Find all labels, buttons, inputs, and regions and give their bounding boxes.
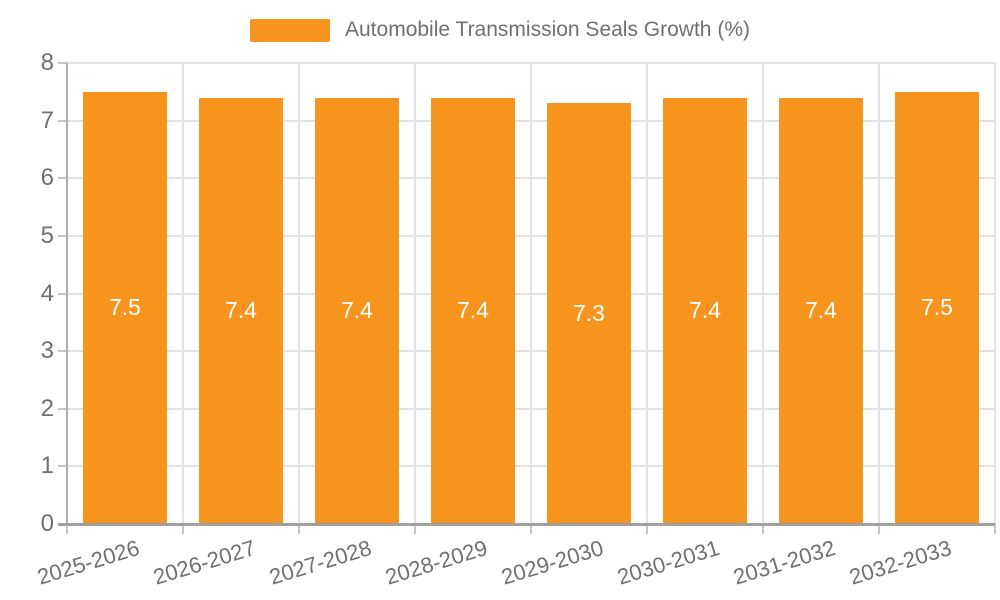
y-tick-mark	[58, 292, 67, 295]
x-tick-mark	[66, 524, 68, 534]
x-tick-mark	[762, 524, 764, 534]
y-tick-label: 7	[40, 106, 54, 134]
bar[interactable]: 7.4	[315, 97, 399, 524]
x-axis-line	[58, 523, 995, 526]
bar[interactable]: 7.3	[547, 103, 631, 524]
chart-legend[interactable]: Automobile Transmission Seals Growth (%)	[0, 18, 1000, 42]
y-tick-mark	[58, 407, 67, 410]
y-tick-mark	[58, 234, 67, 237]
bar-value-label: 7.4	[805, 296, 837, 323]
y-tick-label: 5	[40, 221, 54, 249]
y-tick-mark	[58, 465, 67, 468]
v-gridline	[414, 63, 416, 524]
bar-value-label: 7.5	[109, 293, 141, 320]
x-tick-mark	[646, 524, 648, 534]
v-gridline	[530, 63, 532, 524]
bar-value-label: 7.5	[921, 293, 953, 320]
v-gridline	[298, 63, 300, 524]
y-tick-mark	[58, 62, 67, 64]
y-tick-label: 6	[40, 164, 54, 192]
bar[interactable]: 7.5	[83, 91, 167, 524]
plot-area: 7.5 7.4 7.4 7.4 7.3 7.4 7.4 7.5	[67, 62, 996, 524]
bar[interactable]: 7.4	[199, 97, 283, 524]
legend-label: Automobile Transmission Seals Growth (%)	[345, 18, 750, 41]
bar-value-label: 7.4	[457, 296, 489, 323]
y-tick-label: 2	[40, 394, 54, 422]
x-tick-mark	[182, 524, 184, 534]
y-tick-label: 8	[40, 49, 54, 76]
v-gridline	[646, 63, 648, 524]
bar[interactable]: 7.4	[779, 97, 863, 524]
y-tick-mark	[58, 350, 67, 353]
bar[interactable]: 7.5	[895, 91, 979, 524]
legend-swatch-icon	[250, 18, 330, 42]
bar-value-label: 7.3	[573, 299, 605, 326]
y-tick-mark	[58, 177, 67, 180]
bar[interactable]: 7.4	[431, 97, 515, 524]
x-tick-mark	[414, 524, 416, 534]
y-tick-mark	[58, 119, 67, 122]
bar-value-label: 7.4	[689, 296, 721, 323]
x-tick-mark	[994, 524, 996, 534]
y-tick-label: 3	[40, 337, 54, 365]
bar-value-label: 7.4	[225, 296, 257, 323]
v-gridline	[182, 63, 184, 524]
y-axis-line	[66, 63, 68, 524]
y-tick-label: 4	[40, 279, 54, 307]
v-gridline	[762, 63, 764, 524]
bar[interactable]: 7.4	[663, 97, 747, 524]
y-tick-label: 0	[40, 510, 54, 537]
x-tick-mark	[878, 524, 880, 534]
x-tick-mark	[530, 524, 532, 534]
y-tick-label: 1	[40, 452, 54, 480]
bar-value-label: 7.4	[341, 296, 373, 323]
v-gridline	[878, 63, 880, 524]
v-gridline	[994, 63, 996, 524]
x-tick-mark	[298, 524, 300, 534]
